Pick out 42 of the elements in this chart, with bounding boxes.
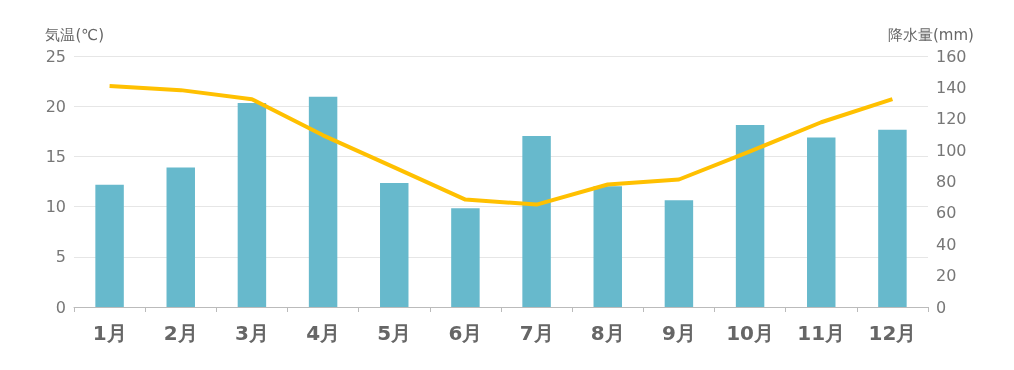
x-tick-label: 6月 <box>448 321 483 345</box>
y2-tick-label: 60 <box>936 203 957 223</box>
x-tick-label: 10月 <box>726 321 775 345</box>
bar <box>380 183 409 307</box>
x-tick-label: 4月 <box>306 321 341 345</box>
x-tick-label: 12月 <box>868 321 917 345</box>
y2-tick-label: 20 <box>936 266 957 286</box>
bar <box>308 96 338 307</box>
y2-tick-label: 100 <box>936 140 967 160</box>
x-tick-label: 8月 <box>590 321 625 345</box>
y2-axis-title: 降水量(mm) <box>888 25 974 44</box>
y2-tick-label: 160 <box>936 46 967 66</box>
bar <box>237 103 267 307</box>
y-axis-title: 気温(℃) <box>45 25 104 44</box>
x-tick-label: 11月 <box>797 321 846 345</box>
y-tick-label: 15 <box>45 146 66 166</box>
bar <box>664 200 694 307</box>
y2-tick-label: 120 <box>936 109 967 129</box>
y-tick-label: 0 <box>55 297 66 317</box>
bar <box>878 129 907 307</box>
bar <box>522 136 551 307</box>
y2-tick-label: 80 <box>936 172 957 191</box>
x-tick-label: 2月 <box>163 321 198 345</box>
x-tick-label: 5月 <box>377 321 412 345</box>
bar <box>735 125 765 307</box>
y-tick-label: 10 <box>45 197 66 217</box>
y2-tick-label: 140 <box>936 77 967 97</box>
y2-tick-label: 0 <box>936 297 947 317</box>
y2-tick-label: 40 <box>936 234 957 254</box>
bar <box>166 167 195 307</box>
y-tick-label: 25 <box>45 46 66 66</box>
x-tick-label: 9月 <box>661 321 696 345</box>
bar <box>451 208 480 307</box>
line-series <box>107 84 895 207</box>
y-tick-label: 20 <box>45 96 66 116</box>
x-tick-label: 3月 <box>234 321 269 345</box>
x-tick-label: 7月 <box>519 321 554 345</box>
bar <box>807 137 836 307</box>
y-tick-label: 5 <box>55 247 66 267</box>
bar <box>95 184 124 307</box>
bar <box>593 186 622 307</box>
x-tick-label: 1月 <box>92 321 127 345</box>
